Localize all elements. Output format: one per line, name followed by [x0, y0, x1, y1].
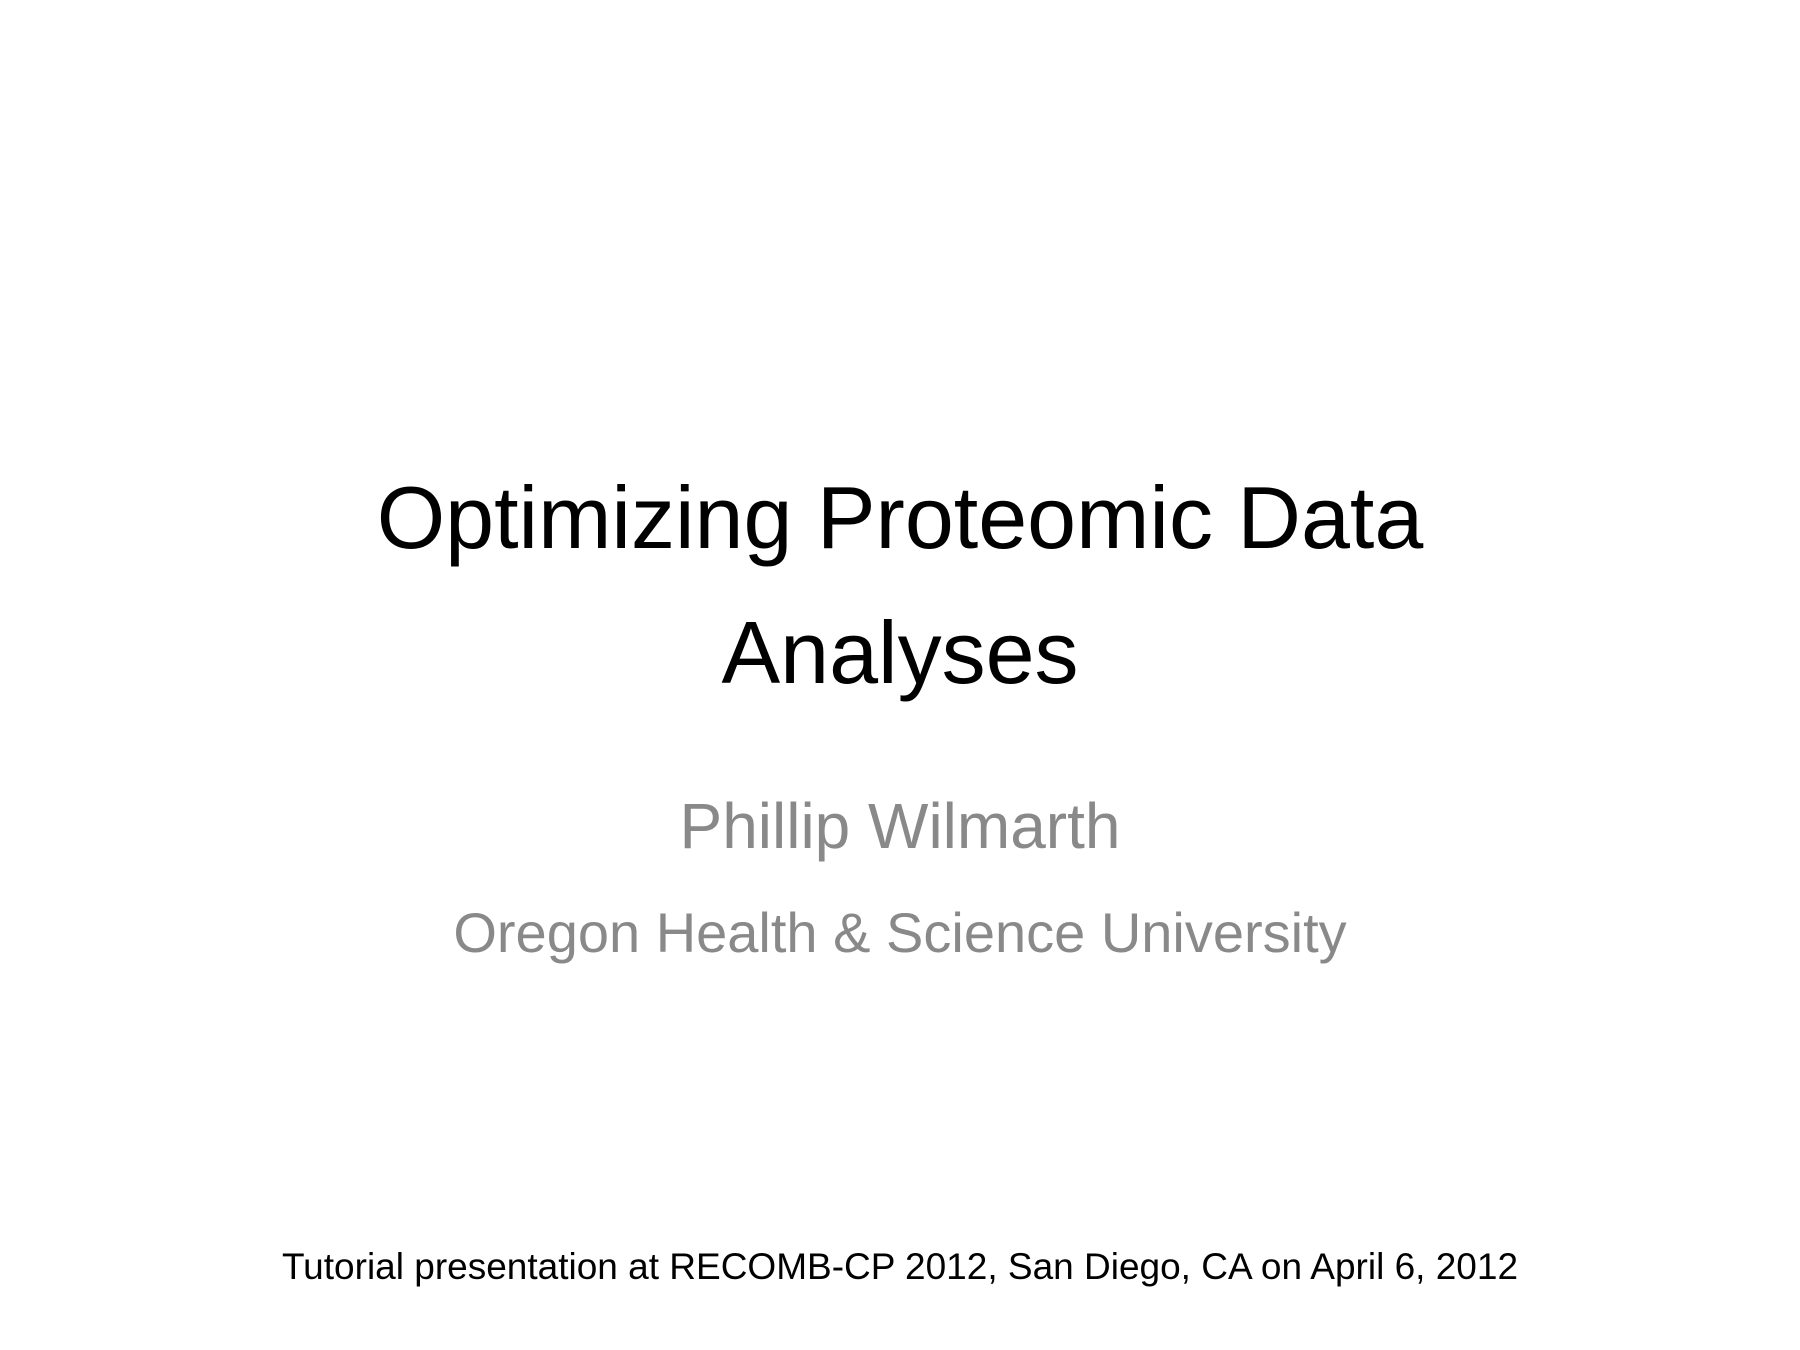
slide-title-line-1: Optimizing Proteomic Data [376, 468, 1424, 567]
author-affiliation: Oregon Health & Science University [453, 901, 1347, 964]
presentation-footer: Tutorial presentation at RECOMB-CP 2012,… [281, 1246, 1519, 1287]
slide-title-line-2: Analyses [721, 603, 1079, 702]
slide-title: Optimizing Proteomic Data Analyses [200, 450, 1600, 720]
author-name: Phillip Wilmarth [679, 790, 1121, 862]
